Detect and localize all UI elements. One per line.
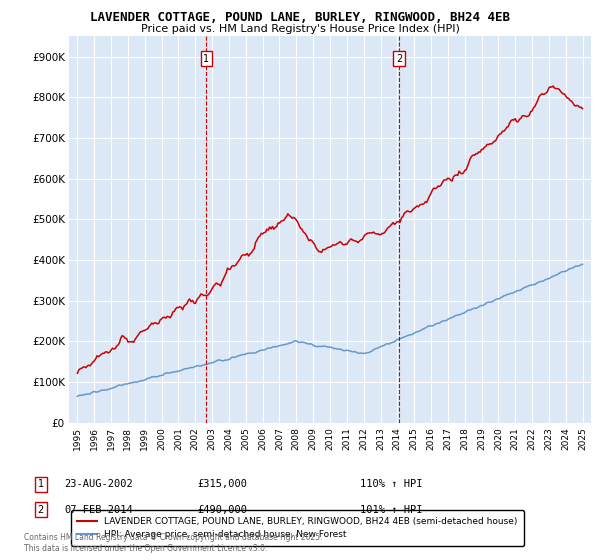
Text: 23-AUG-2002: 23-AUG-2002 <box>65 479 133 489</box>
Text: 1: 1 <box>203 54 209 64</box>
Text: £315,000: £315,000 <box>197 479 247 489</box>
Text: Contains HM Land Registry data © Crown copyright and database right 2025.
This d: Contains HM Land Registry data © Crown c… <box>24 533 323 553</box>
Text: 110% ↑ HPI: 110% ↑ HPI <box>360 479 422 489</box>
Text: 101% ↑ HPI: 101% ↑ HPI <box>360 505 422 515</box>
Text: £490,000: £490,000 <box>197 505 247 515</box>
Text: 2: 2 <box>38 505 44 515</box>
Text: LAVENDER COTTAGE, POUND LANE, BURLEY, RINGWOOD, BH24 4EB: LAVENDER COTTAGE, POUND LANE, BURLEY, RI… <box>90 11 510 24</box>
Text: 2: 2 <box>396 54 402 64</box>
Text: 1: 1 <box>38 479 44 489</box>
Text: Price paid vs. HM Land Registry's House Price Index (HPI): Price paid vs. HM Land Registry's House … <box>140 24 460 34</box>
Text: 07-FEB-2014: 07-FEB-2014 <box>65 505 133 515</box>
Legend: LAVENDER COTTAGE, POUND LANE, BURLEY, RINGWOOD, BH24 4EB (semi-detached house), : LAVENDER COTTAGE, POUND LANE, BURLEY, RI… <box>71 510 524 545</box>
